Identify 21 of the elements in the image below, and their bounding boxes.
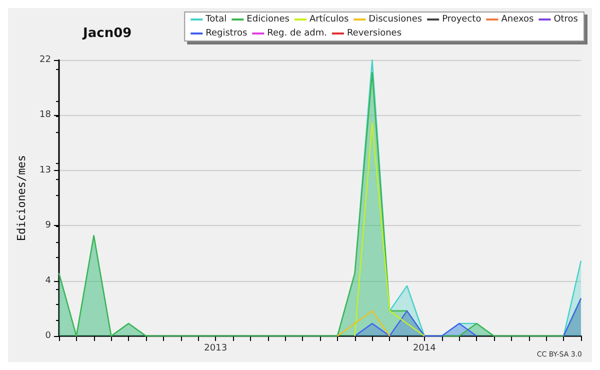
y-tick-label: 9 xyxy=(45,220,52,231)
legend-label: Ediciones xyxy=(246,14,290,24)
y-tick-label: 0 xyxy=(45,331,52,341)
legend-label: Reg. de adm. xyxy=(267,28,327,38)
x-tick-label: 2014 xyxy=(412,344,436,354)
legend-label: Proyecto xyxy=(442,14,482,24)
y-tick-label: 4 xyxy=(45,276,52,286)
y-tick-label: 13 xyxy=(40,165,51,176)
x-tick-label: 2013 xyxy=(204,344,228,354)
legend-label: Registros xyxy=(206,28,248,38)
legend-label: Otros xyxy=(554,14,578,24)
y-axis-title: Ediciones/mes xyxy=(15,154,28,242)
legend-label: Total xyxy=(204,14,227,24)
chart-title: Jacn09 xyxy=(82,26,132,41)
y-tick-label: 22 xyxy=(40,55,51,65)
legend-label: Anexos xyxy=(501,14,534,24)
line-series xyxy=(354,122,425,337)
legend-label: Discusiones xyxy=(368,14,422,24)
legend-label: Artículos xyxy=(309,14,349,24)
y-tick-label: 18 xyxy=(40,110,52,120)
legend-label: Reversiones xyxy=(346,28,402,38)
